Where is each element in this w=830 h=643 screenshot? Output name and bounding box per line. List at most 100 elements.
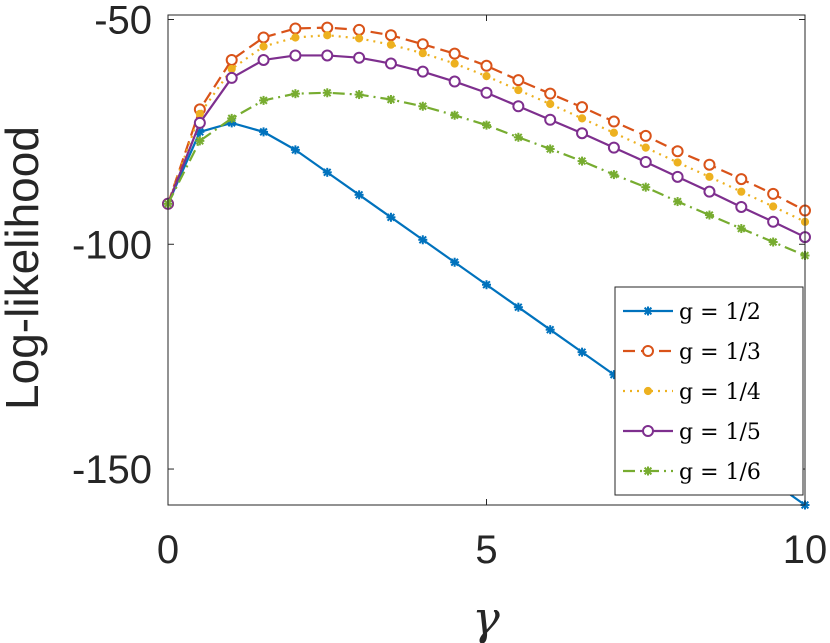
data-point xyxy=(577,156,587,166)
data-point xyxy=(322,167,332,177)
data-point xyxy=(577,114,587,123)
series-line xyxy=(166,34,806,223)
data-point xyxy=(354,90,364,100)
legend-entry: g = 1/6 xyxy=(623,460,761,485)
data-point xyxy=(323,31,332,40)
data-point xyxy=(735,173,748,186)
data-point xyxy=(480,59,493,72)
y-tick-label: -150 xyxy=(72,448,152,492)
data-point xyxy=(321,21,334,34)
data-point xyxy=(259,95,269,105)
data-point xyxy=(513,302,523,312)
data-point xyxy=(418,235,428,245)
data-point xyxy=(482,72,491,81)
data-point xyxy=(353,51,366,64)
data-point xyxy=(514,85,523,95)
data-point xyxy=(290,89,300,99)
data-point xyxy=(227,113,237,123)
data-point xyxy=(482,280,491,290)
data-point xyxy=(703,158,716,171)
legend: g = 1/2 g = 1/3 g = 1/4 g = 1/5 g = 1/6 xyxy=(614,286,804,496)
data-point xyxy=(512,74,525,87)
data-point xyxy=(704,210,714,220)
data-point xyxy=(736,224,746,234)
legend-entry: g = 1/2 xyxy=(623,300,761,325)
data-point xyxy=(416,65,429,78)
data-point xyxy=(225,53,238,66)
data-point xyxy=(545,325,555,335)
series-line xyxy=(167,91,806,257)
data-point xyxy=(609,170,619,180)
data-point xyxy=(227,64,236,74)
data-point xyxy=(289,49,302,62)
data-point xyxy=(641,143,650,152)
data-point xyxy=(512,100,525,113)
legend-marker xyxy=(643,386,653,396)
data-point xyxy=(576,101,589,114)
legend-entry: g = 1/3 xyxy=(623,340,761,365)
y-axis-label: Log-likelihood xyxy=(0,126,48,410)
axes: 0 5 10 -50 -100 -150 xyxy=(72,0,827,572)
data-point xyxy=(639,129,652,142)
data-point xyxy=(577,347,587,357)
data-point xyxy=(673,197,683,207)
legend-entry: g = 1/4 xyxy=(623,380,761,405)
legend-marker xyxy=(643,466,653,476)
data-point xyxy=(513,132,523,142)
data-point xyxy=(735,200,748,213)
data-point xyxy=(195,136,205,146)
data-point xyxy=(321,49,334,62)
data-point xyxy=(354,190,364,200)
data-point xyxy=(225,71,238,84)
series-3 xyxy=(163,31,810,226)
data-point xyxy=(607,141,620,154)
data-point xyxy=(576,127,589,140)
x-tick-label: 5 xyxy=(475,528,497,572)
data-point xyxy=(607,115,620,128)
legend-label: g = 1/3 xyxy=(679,340,761,365)
data-point xyxy=(544,113,557,126)
data-point xyxy=(259,42,268,51)
data-point xyxy=(353,23,366,36)
data-point xyxy=(416,38,429,51)
data-point xyxy=(673,158,682,167)
x-tick-label: 0 xyxy=(157,528,179,572)
data-point xyxy=(257,31,270,44)
data-point xyxy=(450,59,459,68)
data-point xyxy=(545,144,555,154)
data-point xyxy=(322,88,332,98)
legend-marker xyxy=(643,306,653,316)
data-point xyxy=(671,170,684,183)
data-point xyxy=(768,237,778,247)
y-tick-label: -100 xyxy=(72,223,152,267)
series-line xyxy=(166,26,806,212)
data-point xyxy=(671,145,684,158)
data-point xyxy=(386,40,396,49)
data-point xyxy=(450,110,460,120)
y-tick-label: -50 xyxy=(94,0,152,42)
data-point xyxy=(544,87,557,100)
data-point xyxy=(609,128,619,137)
data-point xyxy=(448,47,461,60)
data-point xyxy=(418,49,427,58)
data-point xyxy=(767,187,780,200)
data-point xyxy=(384,29,397,42)
data-point xyxy=(384,57,397,70)
data-point xyxy=(546,99,555,109)
data-point xyxy=(289,22,302,35)
data-point xyxy=(480,86,493,99)
data-point xyxy=(705,172,714,181)
data-point xyxy=(737,187,746,196)
data-point xyxy=(703,185,716,198)
data-point xyxy=(418,101,428,111)
data-point xyxy=(639,156,652,168)
legend-marker xyxy=(642,345,654,357)
legend-entry: g = 1/5 xyxy=(623,420,761,445)
data-point xyxy=(259,127,269,137)
data-point xyxy=(290,145,300,155)
legend-label: g = 1/4 xyxy=(679,380,761,405)
series-5 xyxy=(163,88,810,261)
series-line xyxy=(166,54,806,239)
legend-label: g = 1/2 xyxy=(679,300,761,325)
